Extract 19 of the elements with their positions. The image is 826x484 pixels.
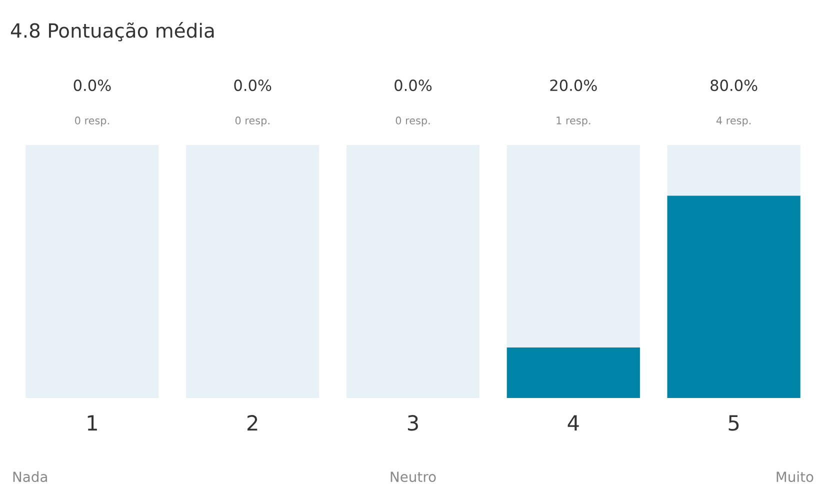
data-label: 20.0% [550, 80, 597, 92]
annotation: 0 resp. [235, 116, 270, 126]
text: Muito [776, 471, 814, 482]
x-tick-label: 5 [728, 415, 739, 431]
x-tick-label: 2 [248, 415, 258, 430]
annotation: 0 resp. [396, 116, 430, 126]
annotation: 1 resp. [556, 116, 590, 126]
annotation: 0 resp. [75, 116, 109, 126]
x-tick-label: 1 [88, 415, 97, 430]
data-label: 80.0% [710, 80, 758, 92]
text: Neutro [390, 472, 436, 482]
chart-title: 4.8 Pontuação média [10, 22, 214, 42]
x-tick-label: 4 [568, 415, 579, 430]
x-tick-label: 3 [408, 415, 418, 431]
text: Nada [13, 471, 47, 482]
annotation: 4 resp. [716, 116, 751, 126]
data-label: 0.0% [394, 80, 432, 92]
data-label: 0.0% [74, 80, 111, 92]
data-label: 0.0% [234, 80, 272, 92]
